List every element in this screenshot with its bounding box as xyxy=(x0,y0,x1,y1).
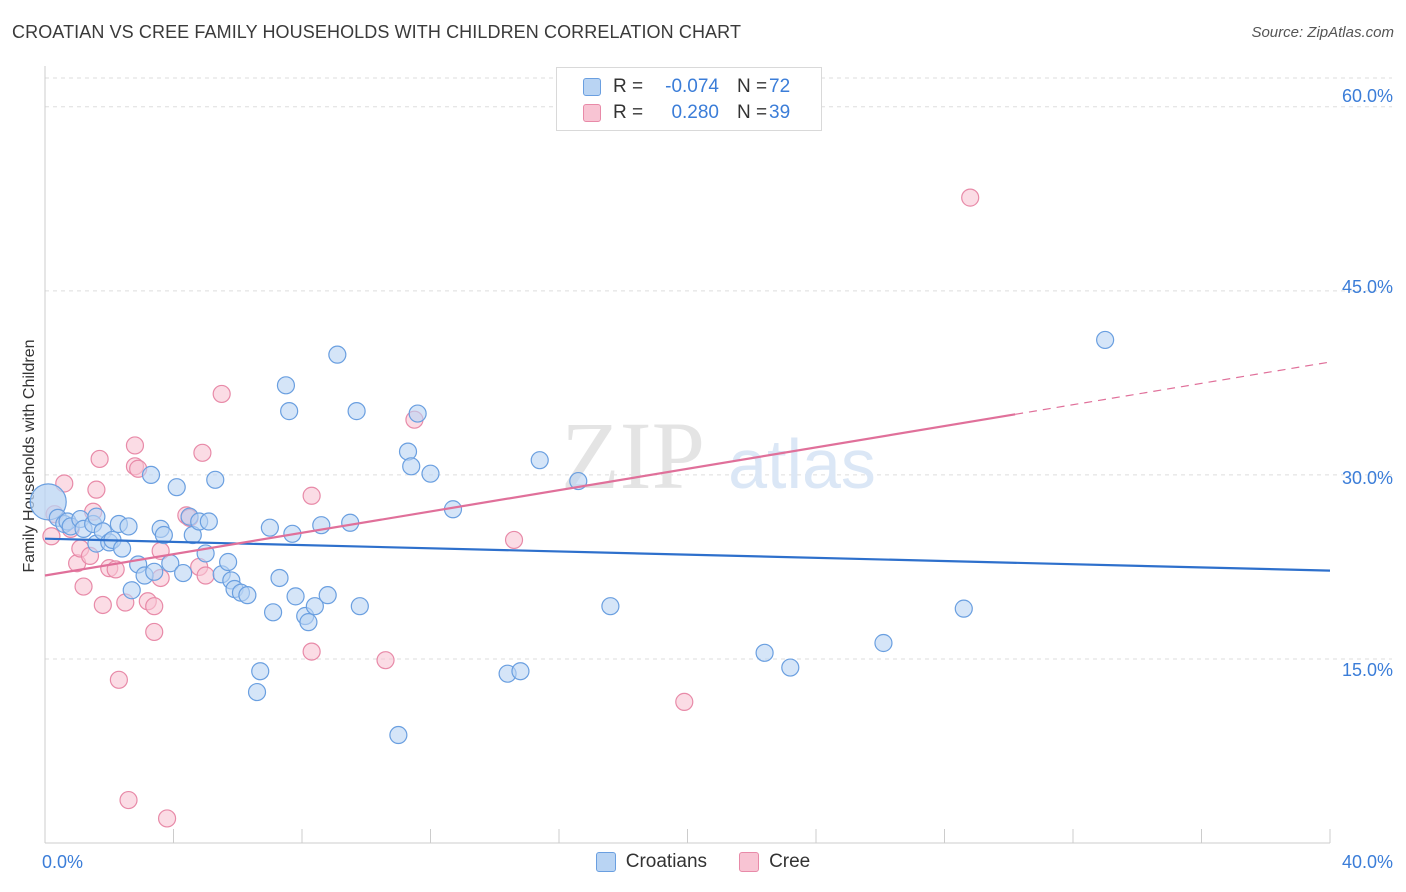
cree-point xyxy=(42,527,61,546)
source-label: Source: ZipAtlas.com xyxy=(1251,24,1394,41)
cree-point xyxy=(125,436,145,455)
cree-point xyxy=(157,809,177,828)
y-tick-label-45: 45.0% xyxy=(1341,277,1393,297)
y-tick-label-15: 15.0% xyxy=(1341,660,1393,680)
cree-point xyxy=(212,384,231,404)
croatians-point xyxy=(206,470,225,489)
croatians-point xyxy=(511,662,530,681)
legend-label: Croatians xyxy=(625,851,708,872)
croatians-point xyxy=(318,586,337,605)
x-tick-label-min: 0.0% xyxy=(42,852,84,872)
cree-point xyxy=(109,670,128,689)
croatians-point xyxy=(350,597,369,616)
croatians-point xyxy=(199,512,218,531)
croatians-point xyxy=(954,599,973,618)
croatians-point xyxy=(141,465,161,485)
croatians-point xyxy=(389,725,408,745)
n-label: N = xyxy=(737,76,768,97)
cree-point xyxy=(675,692,694,711)
r-value: 0.280 xyxy=(671,102,719,123)
cree-point xyxy=(302,486,321,505)
cree-trend-line-extrapolated xyxy=(1015,361,1331,415)
n-label: N = xyxy=(737,102,768,123)
watermark-zip: ZIP xyxy=(561,402,705,509)
croatians-point xyxy=(530,451,549,470)
y-tick-label-30: 30.0% xyxy=(1341,468,1393,488)
croatians-point xyxy=(238,586,257,605)
r-value: -0.074 xyxy=(665,76,719,97)
croatians-point xyxy=(299,613,318,632)
croatians-point xyxy=(154,525,173,545)
cree-points xyxy=(42,188,980,828)
croatians-point xyxy=(122,581,141,600)
x-tick-label-max: 40.0% xyxy=(1341,852,1393,872)
n-value: 39 xyxy=(769,102,791,123)
croatians-point xyxy=(421,464,440,483)
cree-point xyxy=(74,577,93,596)
cree-point xyxy=(87,480,106,499)
cree-point xyxy=(196,566,215,585)
croatians-point xyxy=(1096,330,1115,350)
croatians-point xyxy=(263,603,283,622)
cree-point xyxy=(90,449,109,469)
croatians-point xyxy=(119,517,138,536)
croatians-point xyxy=(247,682,267,702)
cree-point xyxy=(961,188,980,207)
watermark: ZIP atlas xyxy=(561,402,876,509)
croatians-point xyxy=(328,345,347,364)
croatians-point xyxy=(601,597,620,616)
croatians-point xyxy=(270,568,289,588)
croatians-point xyxy=(219,552,238,572)
croatians-point xyxy=(408,404,427,423)
cree-swatch xyxy=(739,852,760,872)
cree-point xyxy=(145,622,164,642)
r-label: R = xyxy=(613,76,644,97)
legend-item-croatians[interactable]: Croatians xyxy=(595,851,708,873)
y-tick-label-60: 60.0% xyxy=(1341,86,1393,106)
cree-trend-line xyxy=(44,413,1016,577)
croatians-points xyxy=(29,330,1115,745)
r-label: R = xyxy=(613,102,644,123)
legend-item-cree[interactable]: Cree xyxy=(739,851,810,873)
chart-title: CROATIAN VS CREE FAMILY HOUSEHOLDS WITH … xyxy=(12,22,742,42)
croatians-point xyxy=(874,633,893,653)
croatians-point xyxy=(276,376,296,395)
cree-swatch xyxy=(583,104,601,122)
croatians-point xyxy=(167,478,186,497)
croatians-point xyxy=(145,562,164,581)
croatians-point xyxy=(755,643,774,662)
croatians-point xyxy=(260,518,279,537)
croatians-swatch xyxy=(583,78,601,96)
croatians-trend-line xyxy=(44,537,1331,572)
croatians-point xyxy=(112,539,132,558)
cree-point xyxy=(119,790,138,810)
cree-point xyxy=(145,597,164,616)
cree-point xyxy=(302,642,321,661)
croatians-point xyxy=(402,457,421,476)
croatians-point xyxy=(280,402,299,421)
cree-point xyxy=(376,651,395,670)
croatians-point xyxy=(286,587,305,606)
cree-point xyxy=(193,443,212,462)
croatians-point xyxy=(174,563,193,583)
watermark-atlas: atlas xyxy=(728,425,876,503)
legend-row-cree: R = 0.280 N = 39 xyxy=(583,101,790,125)
cree-point xyxy=(504,530,524,550)
cree-point xyxy=(93,595,112,615)
legend-label: Cree xyxy=(769,851,811,872)
croatians-point xyxy=(347,402,366,421)
trend-lines xyxy=(44,361,1331,577)
n-value: 72 xyxy=(769,76,791,97)
croatians-swatch xyxy=(595,852,616,872)
correlation-legend: R = -0.074 N = 72 R = 0.280 N = 39 xyxy=(556,67,822,131)
croatians-point xyxy=(251,662,270,681)
croatians-point xyxy=(398,442,418,461)
legend-row-croatians: R = -0.074 N = 72 xyxy=(583,75,790,99)
gridlines xyxy=(45,77,1392,660)
croatians-point xyxy=(305,597,324,616)
croatians-point xyxy=(781,658,800,677)
series-legend: Croatians Cree xyxy=(0,851,1406,873)
axes xyxy=(44,66,1331,844)
